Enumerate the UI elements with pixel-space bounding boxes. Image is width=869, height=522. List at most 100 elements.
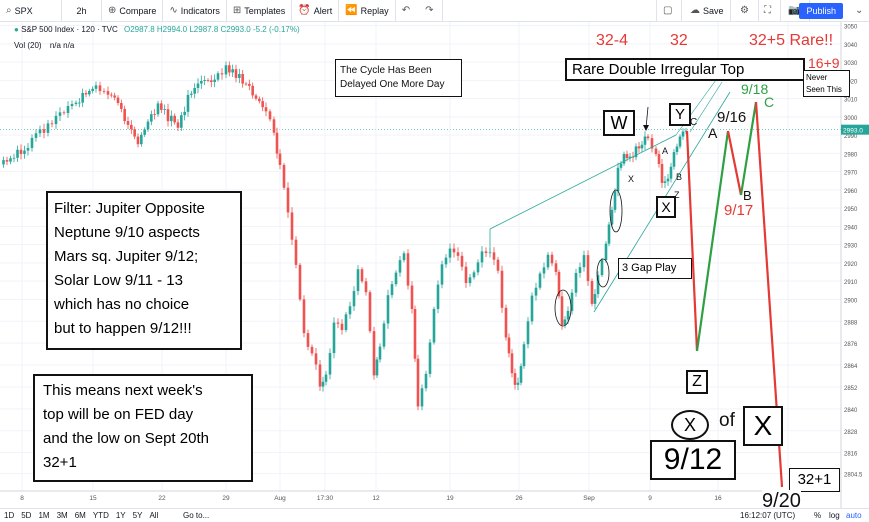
candle-body [248, 83, 251, 86]
candle [681, 128, 685, 140]
candle [574, 268, 578, 297]
interval-button[interactable]: 2h [62, 0, 102, 22]
templates-button[interactable]: ⊞ Templates [227, 0, 293, 22]
range-button[interactable]: 1Y [115, 511, 126, 520]
range-button[interactable]: 1M [38, 511, 50, 520]
range-button[interactable]: YTD [92, 511, 109, 520]
candle [468, 273, 472, 287]
candle [193, 83, 196, 99]
percent-toggle[interactable]: % [814, 511, 822, 520]
candle-body [254, 95, 258, 99]
range-button[interactable]: 1D [4, 511, 15, 520]
auto-toggle[interactable]: auto [846, 511, 862, 520]
candle-body [643, 136, 647, 145]
candle [538, 271, 542, 290]
alert-button[interactable]: ⏰ Alert [292, 0, 340, 22]
candle [672, 149, 676, 170]
candle [416, 354, 420, 411]
range-button[interactable]: All [149, 511, 159, 520]
price-tick-label: 2876 [844, 342, 858, 348]
replay-button[interactable]: ⏪ Replay [339, 0, 396, 22]
candle [133, 126, 136, 140]
candle-body [507, 337, 511, 354]
candle-body [261, 101, 264, 108]
candle [231, 64, 234, 78]
price-tick-label: 3010 [844, 98, 858, 104]
price-tick-label: 2950 [844, 207, 858, 213]
candle [352, 286, 356, 312]
candle [570, 289, 574, 315]
candle-body [360, 269, 364, 282]
candle [278, 149, 282, 170]
candle [542, 262, 546, 279]
candle-body [88, 90, 91, 95]
candle-body [321, 381, 325, 387]
candle [596, 271, 600, 298]
candle [386, 289, 390, 329]
settings-button[interactable]: ⚙ [734, 0, 759, 22]
goto-button[interactable]: Go to... [183, 511, 210, 520]
candle [166, 103, 170, 127]
redo-button[interactable]: ↷ [419, 0, 444, 22]
candle [58, 107, 62, 121]
symbol-search[interactable]: ⌕ SPX [0, 0, 62, 22]
compare-label: Compare [119, 5, 157, 16]
square-icon: ▢ [663, 5, 673, 16]
publish-button[interactable]: Publish [799, 3, 843, 19]
legend-indicator: Vol (20) n/a n/a [14, 41, 74, 50]
price-tick-label: 2970 [844, 171, 858, 177]
time-tick-label: Sep [583, 495, 595, 502]
candle-body [332, 322, 336, 354]
candle [238, 68, 241, 84]
candle-body [476, 262, 480, 273]
wave-Z-big-label: Z [692, 373, 702, 390]
candle [251, 82, 254, 99]
range-button[interactable]: 5Y [132, 511, 143, 520]
candle-body [654, 148, 658, 155]
candle [519, 363, 523, 386]
range-button[interactable]: 6M [74, 511, 86, 520]
wave-Z-big-box: Z [686, 370, 708, 394]
candle-body [424, 373, 428, 389]
candle [460, 251, 464, 271]
maximize-button[interactable]: ⛶ [758, 0, 781, 22]
undo-button[interactable]: ↶ [396, 0, 419, 22]
candle-body [318, 364, 322, 387]
indicators-button[interactable]: ∿ Indicators [163, 0, 227, 22]
time-tick-label: 26 [515, 495, 523, 502]
candle-body [173, 115, 176, 123]
fullscreen-button[interactable]: ▢ [656, 0, 683, 22]
candle [34, 129, 38, 142]
never-seen-box: Never Seen This [803, 70, 850, 97]
candle [666, 174, 670, 186]
time-tick-label: 12 [372, 495, 380, 502]
range-button[interactable]: 5D [21, 511, 32, 520]
compare-button[interactable]: ⊕ Compare [102, 0, 164, 22]
indicator-name: Vol (20) [14, 41, 42, 50]
candle-body [546, 254, 550, 268]
expand-button[interactable]: ⌄ [849, 0, 869, 22]
candle-body [224, 65, 228, 75]
legend-title: ● S&P 500 Index · 120 · TVC O2987.8 H299… [14, 25, 300, 34]
candle-body [619, 163, 623, 168]
range-button[interactable]: 3M [56, 511, 68, 520]
candle [213, 74, 216, 88]
interval-label: 2h [76, 5, 87, 16]
log-toggle[interactable]: log [829, 511, 840, 520]
candle-body [657, 154, 661, 164]
gap-ellipse-1 [554, 289, 572, 327]
candle-body [298, 264, 302, 300]
wave-W-box: W [603, 110, 635, 136]
candle-body [560, 296, 564, 325]
candle-body [492, 252, 496, 260]
candle-body [596, 275, 600, 295]
candle [282, 162, 286, 190]
candle [30, 134, 34, 152]
candle [54, 111, 58, 129]
save-button[interactable]: ☁ Save [684, 0, 731, 22]
candle [94, 81, 98, 93]
plus-circle-icon: ⊕ [108, 5, 117, 16]
price-tick-label: 2980 [844, 152, 858, 158]
candle [378, 343, 382, 363]
